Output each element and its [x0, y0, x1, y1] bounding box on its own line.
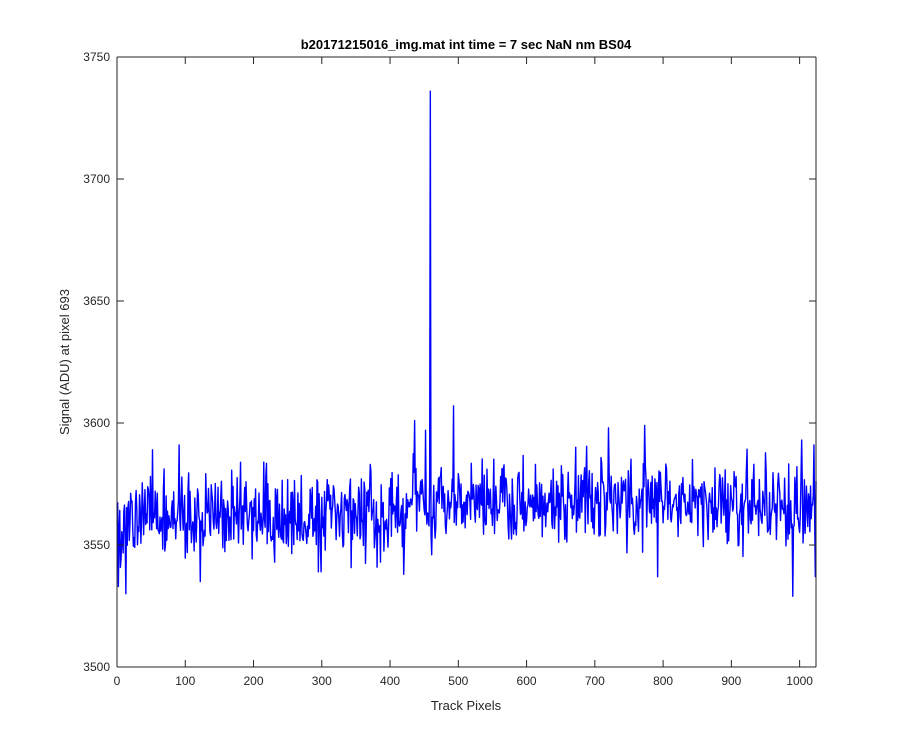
axes-layer [116, 56, 817, 668]
y-tick-label-3600: 3600 [83, 416, 110, 430]
x-tick-label-300: 300 [312, 674, 332, 688]
x-tick-label-800: 800 [653, 674, 673, 688]
y-axis-label: Signal (ADU) at pixel 693 [57, 289, 72, 435]
x-tick-label-100: 100 [175, 674, 195, 688]
x-tick-label-1000: 1000 [786, 674, 813, 688]
x-tick-label-900: 900 [721, 674, 741, 688]
x-axis-label: Track Pixels [431, 698, 502, 713]
series-line-0 [116, 90, 817, 597]
y-tick-label-3500: 3500 [83, 660, 110, 674]
y-tick-label-3650: 3650 [83, 294, 110, 308]
chart-title: b20171215016_img.mat int time = 7 sec Na… [301, 37, 632, 52]
y-tick-label-3700: 3700 [83, 172, 110, 186]
y-tick-label-3550: 3550 [83, 538, 110, 552]
x-tick-label-600: 600 [517, 674, 537, 688]
plot-area [117, 57, 816, 667]
x-tick-label-400: 400 [380, 674, 400, 688]
series-layer [116, 90, 817, 597]
x-tick-label-700: 700 [585, 674, 605, 688]
ticks-layer: 0 100 200 300 400 500 600 700 800 900 1000 3500 3550… [83, 50, 816, 688]
y-tick-label-3750: 3750 [83, 50, 110, 64]
x-tick-label-500: 500 [448, 674, 468, 688]
x-tick-label-200: 200 [244, 674, 264, 688]
x-tick-label-0: 0 [114, 674, 121, 688]
